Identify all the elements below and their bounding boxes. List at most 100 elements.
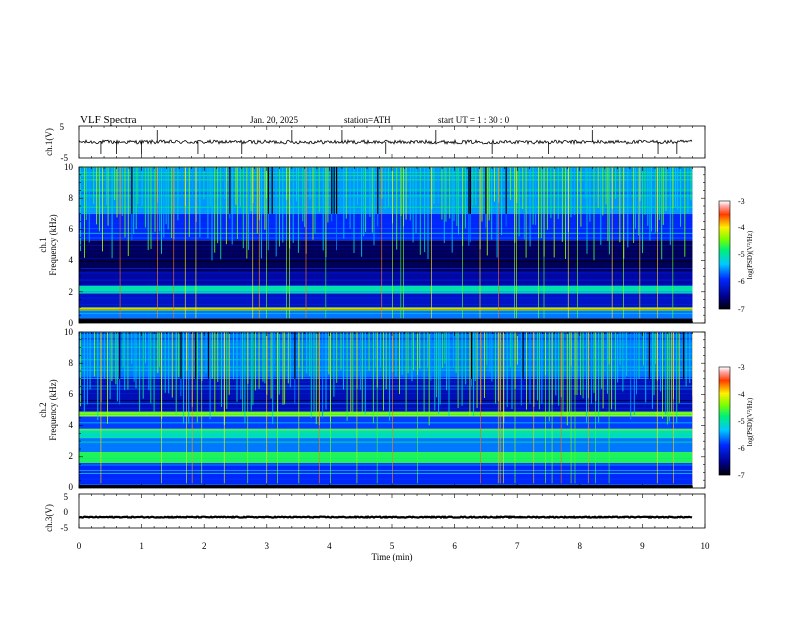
ch1-spectrogram-streak: [349, 167, 351, 229]
ch2-spectrogram-streak: [593, 332, 595, 393]
colorbar-swatch: [719, 241, 730, 243]
colorbar-swatch: [719, 450, 730, 452]
ch1-spectrogram-sferic: [538, 167, 539, 319]
ch2-spectrogram-streak: [315, 332, 317, 425]
ch1-spectrogram-streak: [627, 167, 629, 248]
ch1-spectrogram-streak: [133, 167, 135, 235]
ch2-spectrogram-streak: [309, 332, 311, 377]
ch1-freq-tick-2: 2: [69, 287, 74, 297]
colorbar-swatch: [719, 227, 730, 229]
ch1-spectrogram-streak: [481, 167, 483, 222]
ch1-spectrogram-stripe: [79, 228, 693, 230]
ch2-spectrogram-gap: [207, 332, 210, 379]
ch2-spectrogram-streak: [448, 332, 450, 416]
colorbar-swatch: [719, 420, 730, 422]
ch1-spectrogram-streak: [107, 167, 109, 226]
ch1-spectrogram-streak: [357, 167, 358, 205]
ch1-spectrogram-streak: [165, 167, 167, 225]
ch1-spectrogram-streak: [658, 167, 660, 221]
colorbar-swatch: [719, 470, 730, 472]
ch2-spectrogram-streak: [178, 332, 180, 377]
ch2-spectrogram-streak: [254, 332, 256, 391]
ch1-spectrogram-sferic: [325, 167, 327, 319]
colorbar-swatch: [719, 461, 730, 463]
colorbar-swatch: [719, 375, 730, 377]
ch1-spectrogram-streak: [224, 167, 226, 200]
ch1-spectrogram-streak: [451, 167, 453, 253]
colorbar-swatch: [719, 443, 730, 445]
ch2-spectrogram-streak: [244, 332, 246, 423]
colorbar-swatch: [719, 397, 730, 399]
ch2-spectrogram-gap: [522, 332, 524, 379]
colorbar-swatch: [719, 207, 730, 209]
ch2-spectrogram-stripe: [79, 472, 693, 474]
ch2-spectrogram-streak: [516, 332, 518, 365]
ch2-spectrogram-streak: [558, 332, 560, 406]
ch2-spectrogram-streak: [306, 332, 308, 374]
ch2-spectrogram-streak: [262, 332, 264, 382]
ch2-spectrogram-streak: [678, 332, 680, 404]
figure-title: VLF Spectra: [80, 114, 137, 126]
colorbar-swatch: [719, 401, 730, 403]
colorbar-swatch: [719, 386, 730, 388]
colorbar-swatch: [719, 293, 730, 295]
colorbar-swatch: [719, 396, 730, 398]
colorbar-swatch: [719, 427, 730, 429]
ch2-spectrogram-streak: [107, 332, 108, 424]
colorbar-swatch: [719, 274, 730, 276]
colorbar-swatch: [719, 440, 730, 442]
ch1-spectrogram-streak: [680, 167, 681, 227]
ch2-spectrogram-stripe: [79, 441, 693, 443]
ch2-freq-tick-2: 2: [69, 451, 74, 461]
ch1-spectrogram-streak: [550, 167, 552, 219]
colorbar-swatch: [719, 272, 730, 274]
ch2-spectrogram-streak: [636, 332, 637, 395]
ch3-waveform-ylabel: ch.3(V): [44, 504, 54, 532]
ch2-spectrogram-streak: [413, 332, 414, 371]
ch1-spectrogram-streak: [163, 167, 165, 238]
ch2-spectrogram-streak: [401, 332, 403, 375]
ch1-spectrogram-streak: [314, 167, 316, 234]
ch2-spectrogram-streak: [438, 332, 440, 414]
ch1-spectrogram-sferic: [639, 167, 641, 319]
ch1-spectrogram-gap: [333, 167, 335, 214]
ch1-spectrogram-no-data: [692, 167, 705, 323]
ch2-spectrogram-streak: [442, 332, 444, 369]
ch1-spectrogram-streak: [441, 167, 443, 220]
ch1-spectrogram-streak: [111, 167, 113, 259]
ch2-spectrogram-stripe: [79, 478, 693, 480]
ch1-spectrogram-sferic: [577, 167, 578, 319]
ch2-spectrogram-streak: [301, 332, 303, 380]
ch1-spectrogram-stripe: [79, 189, 693, 191]
colorbar-swatch: [719, 253, 730, 255]
colorbar-swatch: [719, 404, 730, 406]
ch2-spectrogram-streak: [526, 332, 527, 410]
ch1-spectrogram-streak: [600, 167, 602, 245]
ch2-spectrogram-streak: [333, 332, 335, 397]
ch2-spectrogram-streak: [115, 332, 117, 385]
ch1-spectrogram-streak: [405, 167, 407, 220]
ch1-spectrogram-stripe: [79, 184, 693, 186]
ch1-spectrogram-streak: [80, 167, 81, 252]
ch2-spectrogram-streak: [405, 332, 407, 412]
ch1-spectrogram-sferic: [184, 167, 186, 319]
ch1-spectrogram-streak: [415, 167, 417, 234]
ch2-spectrogram-streak: [430, 332, 432, 381]
ch2-spectrogram-streak: [328, 332, 330, 375]
time-tick-4: 4: [327, 541, 332, 551]
ch1-spectrogram-streak: [312, 167, 314, 240]
colorbar-swatch: [719, 452, 730, 454]
ch2-spectrogram-streak: [89, 332, 91, 390]
colorbar-swatch: [719, 438, 730, 440]
ch2-spectrogram-streak: [226, 332, 228, 409]
colorbar-swatch: [719, 206, 730, 208]
ch2-spectrogram-streak: [153, 332, 155, 413]
colorbar-swatch: [719, 220, 730, 222]
colorbar-swatch: [719, 435, 730, 437]
ch1-spectrogram-sferic: [381, 167, 383, 319]
ch2-spectrogram-streak: [135, 332, 137, 389]
colorbar-swatch: [719, 474, 730, 476]
ch2-spectrogram-streak: [368, 332, 370, 371]
ch1-waveform-trace: [78, 138, 693, 146]
colorbar-swatch: [719, 260, 730, 262]
